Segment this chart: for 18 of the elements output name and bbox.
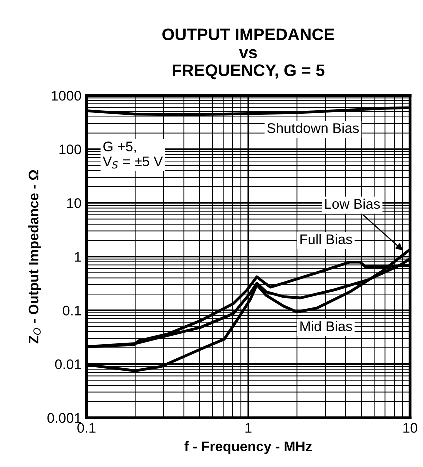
y-tick-label: 0.001 bbox=[48, 413, 82, 424]
y-tick-label: 0.1 bbox=[63, 306, 82, 316]
x-tick-label: 0.1 bbox=[78, 423, 96, 434]
annotation: Mid Bias bbox=[300, 321, 352, 332]
x-axis-title: f - Frequency - MHz bbox=[184, 441, 312, 454]
chart-title: OUTPUT IMPEDANCE vs FREQUENCY, G = 5 bbox=[162, 28, 334, 80]
annotation: G +5, V$_{S}$ = ±5 V bbox=[102, 142, 164, 169]
y-axis-title: Z$_{O}$ - Output Impedance - Ω bbox=[28, 170, 42, 344]
y-tick-label: 1000 bbox=[52, 91, 82, 101]
annotation: Full Bias bbox=[300, 234, 352, 244]
y-tick-label: 0.01 bbox=[55, 360, 82, 370]
annotation: Shutdown Bias bbox=[268, 123, 360, 134]
annotation: Low Bias bbox=[325, 198, 380, 210]
x-tick-label: 1 bbox=[246, 423, 252, 433]
x-tick-label: 10 bbox=[404, 423, 418, 434]
y-tick-label: 1 bbox=[75, 252, 82, 262]
y-tick-label: 10 bbox=[67, 198, 82, 208]
y-tick-label: 100 bbox=[60, 144, 82, 155]
